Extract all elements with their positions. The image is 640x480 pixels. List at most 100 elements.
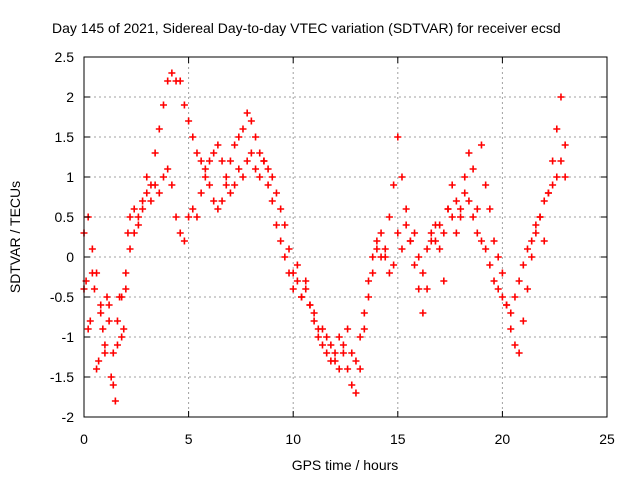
data-point [448,181,456,189]
data-point [256,149,264,157]
data-point [206,181,214,189]
data-point [385,269,393,277]
data-point [293,261,301,269]
data-point [477,141,485,149]
data-point [118,293,126,301]
data-point [193,149,201,157]
data-point [377,229,385,237]
data-point [120,325,128,333]
y-tick-label: 1.5 [55,129,75,145]
data-point [536,213,544,221]
data-point [490,277,498,285]
data-point [323,349,331,357]
data-point [176,229,184,237]
data-point [277,237,285,245]
data-point [306,301,314,309]
data-point [390,181,398,189]
data-point [515,349,523,357]
data-point [411,229,419,237]
series-1 [80,141,569,389]
data-point [335,365,343,373]
data-point [365,293,373,301]
data-point [272,189,280,197]
data-point [231,141,239,149]
y-tick-label: -1 [62,329,75,345]
data-point [444,205,452,213]
data-point [356,365,364,373]
chart-title: Day 145 of 2021, Sidereal Day-to-day VTE… [52,20,561,36]
data-point [507,325,515,333]
data-point [419,269,427,277]
data-point [260,157,268,165]
data-point [180,101,188,109]
data-point [310,317,318,325]
data-point [201,173,209,181]
data-point [360,325,368,333]
data-point [252,133,260,141]
data-point [457,213,465,221]
data-point [511,293,519,301]
data-point [490,237,498,245]
data-point [151,181,159,189]
data-point [155,125,163,133]
data-point [101,341,109,349]
data-point [540,237,548,245]
data-point [88,245,96,253]
data-point [113,317,121,325]
data-point [302,277,310,285]
data-point [289,285,297,293]
data-point [109,349,117,357]
data-point [553,173,561,181]
data-point [226,189,234,197]
data-point [427,229,435,237]
data-point [180,237,188,245]
data-point [373,245,381,253]
data-point [310,309,318,317]
data-point [494,285,502,293]
data-point [339,341,347,349]
data-point [465,149,473,157]
data-point [561,173,569,181]
data-point [172,213,180,221]
data-point [122,269,130,277]
data-point [168,69,176,77]
data-point [277,205,285,213]
data-point [214,205,222,213]
data-points [80,69,569,405]
data-point [176,77,184,85]
x-tick-label: 10 [285,431,301,447]
data-point [126,245,134,253]
data-point [465,197,473,205]
x-tick-label: 5 [185,431,193,447]
data-point [222,173,230,181]
data-point [268,173,276,181]
data-point [406,237,414,245]
data-point [373,237,381,245]
data-point [130,229,138,237]
x-tick-label: 25 [599,431,615,447]
x-tick-label: 0 [80,431,88,447]
data-point [134,213,142,221]
data-point [130,205,138,213]
series-0 [80,69,569,405]
data-point [498,269,506,277]
data-point [352,357,360,365]
data-point [95,357,103,365]
data-point [197,157,205,165]
data-point [344,365,352,373]
data-point [385,213,393,221]
data-point [314,325,322,333]
data-point [107,373,115,381]
data-point [210,149,218,157]
data-point [423,285,431,293]
data-point [147,197,155,205]
data-point [561,141,569,149]
data-point [360,309,368,317]
data-point [268,197,276,205]
data-point [452,197,460,205]
y-tick-label: -2 [62,409,75,425]
data-point [431,237,439,245]
data-point [88,269,96,277]
data-point [151,149,159,157]
